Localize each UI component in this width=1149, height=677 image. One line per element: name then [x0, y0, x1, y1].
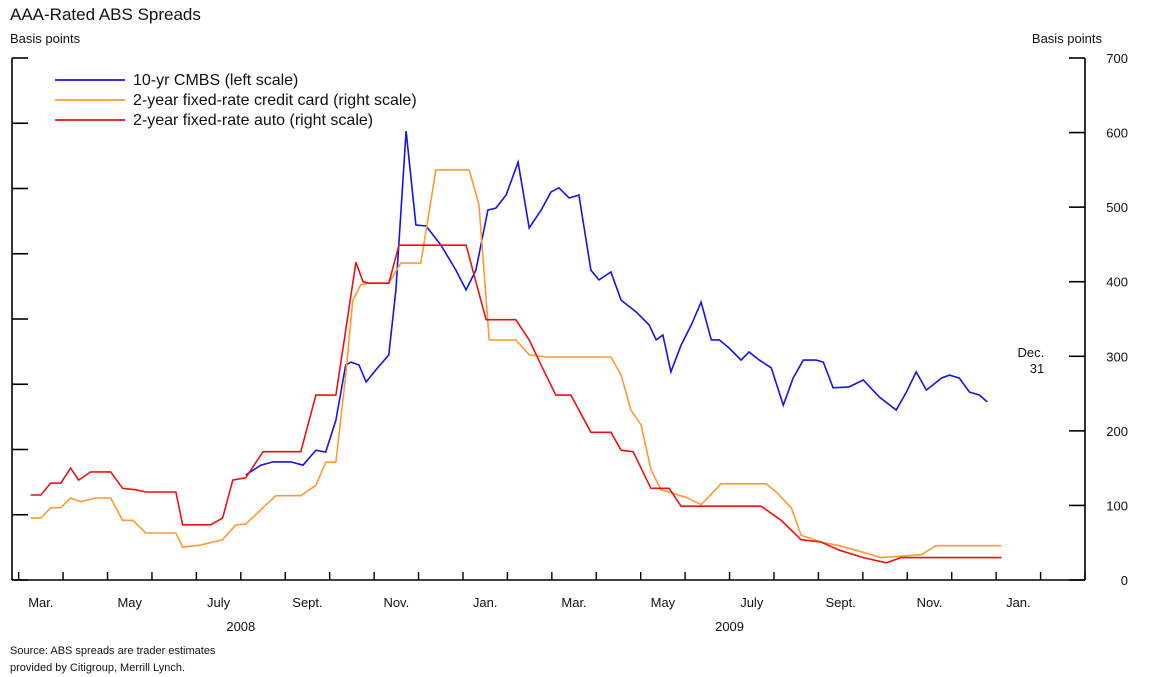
y2-tick-label: 100 — [1106, 498, 1128, 513]
series-line — [245, 131, 988, 476]
x-tick-label: May — [651, 595, 676, 610]
year-label: 2009 — [715, 619, 744, 634]
y2-tick-label: 600 — [1106, 126, 1128, 141]
x-tick-label: July — [207, 595, 231, 610]
x-tick-label: May — [117, 595, 142, 610]
x-tick-label: Nov. — [383, 595, 409, 610]
y2-tick-label: 200 — [1106, 424, 1128, 439]
x-tick-label: Mar. — [28, 595, 53, 610]
legend-label: 10-yr CMBS (left scale) — [133, 72, 298, 89]
y2-axis-label: Basis points — [1032, 31, 1103, 46]
x-tick-label: Nov. — [917, 595, 943, 610]
x-tick-label: Jan. — [473, 595, 498, 610]
y2-tick-label: 400 — [1106, 275, 1128, 290]
y2-tick-label: 0 — [1121, 573, 1128, 588]
year-label: 2008 — [226, 619, 255, 634]
x-tick-label: Jan. — [1006, 595, 1031, 610]
x-tick-label: July — [740, 595, 764, 610]
x-tick-label: Mar. — [561, 595, 586, 610]
series-line — [30, 169, 1002, 559]
x-tick-label: Sept. — [292, 595, 322, 610]
chart-title: AAA-Rated ABS Spreads — [10, 5, 201, 24]
legend-label: 2-year fixed-rate credit card (right sca… — [133, 92, 417, 109]
source-line: provided by Citigroup, Merrill Lynch. — [10, 662, 185, 674]
annotation: Dec. — [1018, 345, 1045, 360]
series-line — [30, 244, 1002, 564]
source-line: Source: ABS spreads are trader estimates — [10, 645, 216, 657]
y2-tick-label: 700 — [1106, 51, 1128, 66]
y2-tick-label: 500 — [1106, 200, 1128, 215]
annotation: 31 — [1030, 361, 1044, 376]
x-tick-label: Sept. — [825, 595, 855, 610]
legend-label: 2-year fixed-rate auto (right scale) — [133, 112, 373, 129]
y-axis-label: Basis points — [10, 31, 81, 46]
y2-tick-label: 300 — [1106, 349, 1128, 364]
